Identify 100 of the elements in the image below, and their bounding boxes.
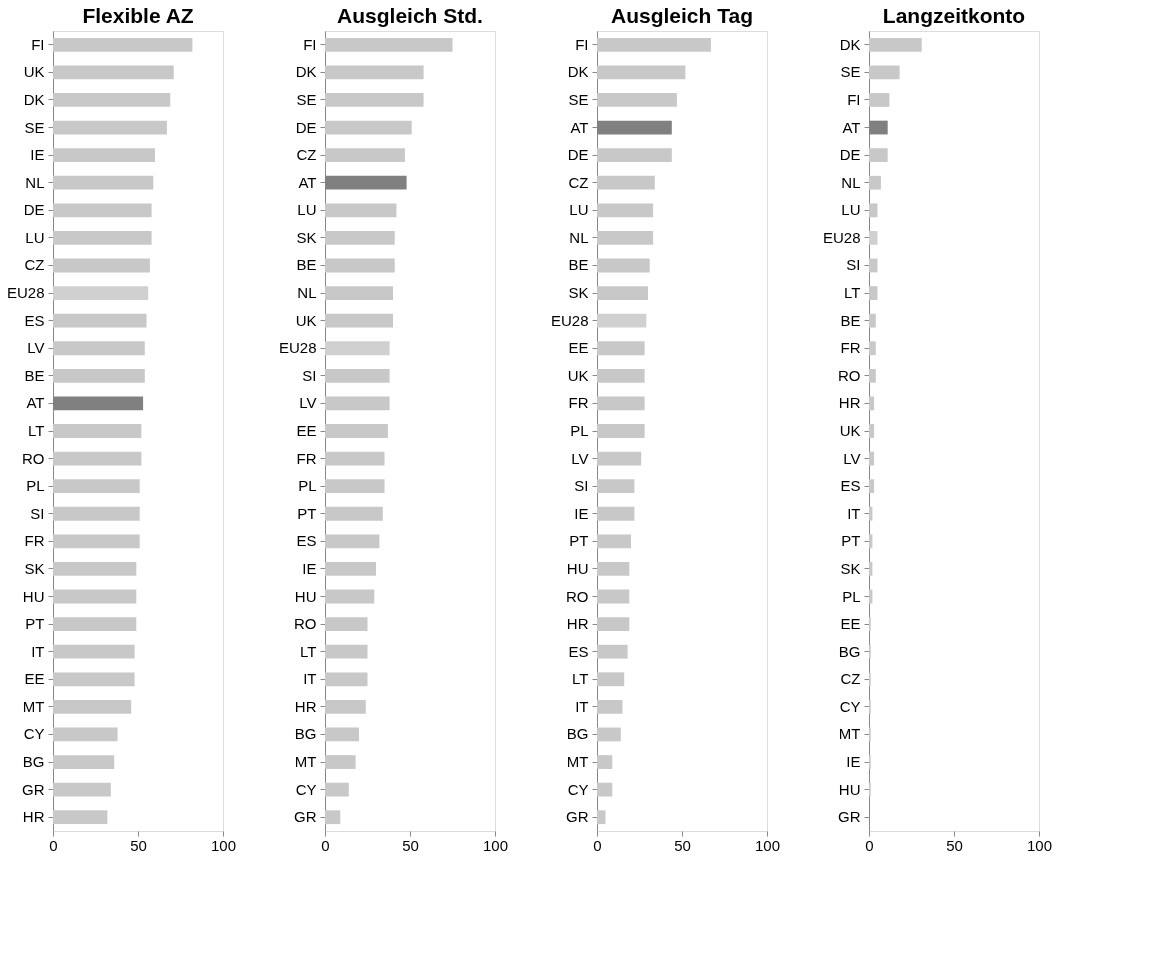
bar [53, 644, 135, 659]
bar [869, 231, 878, 245]
y-tick-label: EU28 [822, 228, 861, 246]
y-tick-label: RO [294, 615, 317, 633]
bar [325, 672, 368, 687]
y-tick-label: LT [28, 422, 45, 439]
bar [597, 589, 630, 604]
bar [597, 37, 711, 52]
bar [53, 313, 147, 328]
bar [53, 424, 142, 438]
y-tick-label: LU [569, 201, 589, 219]
chart-title: Ausgleich Tag [611, 4, 753, 27]
bar [325, 286, 393, 300]
bar [325, 148, 405, 163]
bar [597, 672, 625, 687]
y-tick-label: BG [22, 753, 45, 771]
bar [869, 479, 875, 494]
bar [325, 231, 395, 245]
y-tick-label: IT [31, 642, 45, 660]
y-tick-label: UK [567, 366, 589, 384]
chart-title: Ausgleich Std. [337, 4, 483, 27]
bar [869, 341, 876, 356]
y-tick-label: BE [840, 311, 861, 329]
y-tick-label: DK [567, 63, 589, 81]
y-tick-label: DE [839, 146, 861, 164]
y-tick-label: FI [847, 90, 861, 108]
y-tick-label: IE [302, 559, 317, 577]
x-tick-label: 50 [402, 836, 419, 854]
bar [325, 424, 388, 438]
y-tick-label: PL [570, 422, 589, 439]
y-tick-label: BG [566, 725, 589, 743]
y-tick-label: LT [300, 642, 317, 660]
bar [597, 699, 623, 714]
bar [53, 589, 137, 604]
x-tick-label: 0 [593, 836, 602, 854]
chart-title: Langzeitkonto [882, 4, 1026, 27]
bar [53, 699, 132, 714]
bar [53, 231, 152, 245]
bar [325, 810, 341, 825]
y-tick-label: RO [838, 366, 861, 384]
y-tick-label: CY [567, 780, 589, 798]
x-tick-label: 100 [210, 836, 237, 854]
y-tick-label: UK [295, 311, 317, 329]
y-tick-label: LU [25, 228, 45, 246]
y-tick-label: AT [26, 394, 45, 412]
bar [53, 37, 193, 52]
bar [325, 782, 349, 797]
y-tick-label: HU [22, 587, 45, 605]
y-tick-label: FR [296, 449, 317, 467]
y-tick-label: EU28 [6, 284, 45, 302]
bar [597, 782, 613, 797]
bar [325, 341, 390, 356]
y-tick-label: RO [566, 587, 589, 605]
y-tick-label: PL [842, 587, 861, 605]
bar [869, 396, 875, 411]
y-tick-label: FI [31, 35, 45, 53]
bar [53, 727, 118, 742]
bar [325, 644, 368, 659]
bar [597, 506, 635, 521]
y-tick-label: DE [23, 201, 45, 219]
bar [53, 341, 145, 356]
bar [325, 617, 368, 631]
bar [53, 782, 111, 797]
y-tick-label: HU [566, 559, 589, 577]
bar [597, 258, 650, 273]
bar [325, 479, 385, 494]
y-tick-label: DK [23, 90, 45, 108]
y-tick-label: GR [22, 780, 45, 798]
y-tick-label: EU28 [550, 311, 589, 329]
y-tick-label: LU [297, 201, 317, 219]
y-tick-label: PT [25, 615, 45, 633]
y-tick-label: FR [568, 394, 589, 412]
y-tick-label: CZ [296, 146, 317, 164]
y-tick-label: MT [838, 725, 861, 743]
bar [597, 148, 672, 163]
bar [325, 93, 424, 107]
y-tick-label: ES [840, 477, 861, 495]
bar [869, 286, 878, 300]
y-tick-label: HR [838, 394, 861, 412]
y-tick-label: CZ [840, 670, 861, 688]
bar [325, 562, 376, 576]
x-tick-label: 50 [130, 836, 147, 854]
bar [597, 727, 621, 742]
bar [325, 727, 359, 742]
y-tick-label: EE [24, 670, 45, 688]
bar [325, 37, 453, 52]
x-tick-label: 100 [482, 836, 509, 854]
y-tick-label: SI [574, 477, 589, 495]
bar [869, 313, 876, 328]
y-tick-label: NL [569, 228, 589, 246]
bar [325, 313, 393, 328]
bar [53, 672, 135, 687]
bar [597, 562, 630, 576]
bar [53, 65, 174, 80]
bar [597, 396, 645, 411]
bar [597, 479, 635, 494]
y-tick-label: EE [840, 615, 861, 633]
y-tick-label: DE [295, 118, 317, 136]
y-tick-label: SE [568, 90, 589, 108]
y-tick-label: ES [24, 311, 45, 329]
